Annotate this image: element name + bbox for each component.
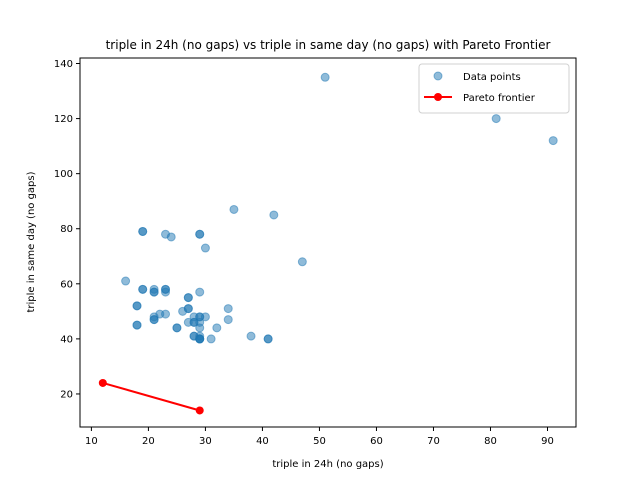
data-point — [212, 323, 222, 333]
data-point — [297, 257, 307, 267]
data-point — [491, 114, 501, 124]
x-tick-label: 60 — [370, 436, 383, 447]
y-tick-label: 20 — [60, 389, 73, 400]
data-point — [132, 301, 142, 311]
x-axis: 10 20 30 40 50 60 70 80 90 — [85, 427, 554, 447]
y-tick-label: 140 — [54, 59, 73, 70]
data-point — [166, 232, 176, 242]
x-tick-label: 70 — [427, 436, 440, 447]
legend-frame — [418, 63, 570, 114]
pareto-frontier-line — [102, 381, 200, 412]
y-tick-label: 100 — [54, 169, 73, 180]
y-tick-label: 60 — [60, 279, 73, 290]
data-point — [195, 229, 205, 239]
plot-area — [79, 57, 577, 428]
legend-label-data-points: Data points — [463, 72, 521, 83]
legend-marker-pareto-frontier — [434, 93, 442, 101]
data-point — [149, 315, 159, 325]
data-point — [246, 331, 256, 341]
frontier-layer — [98, 378, 204, 415]
data-point — [138, 226, 148, 236]
data-point — [320, 72, 330, 82]
data-point — [229, 204, 239, 214]
data-point — [178, 306, 188, 316]
x-tick-label: 40 — [256, 436, 269, 447]
y-tick-label: 40 — [60, 334, 73, 345]
data-point — [138, 284, 148, 294]
y-tick-label: 80 — [60, 224, 73, 235]
x-axis-label: triple in 24h (no gaps) — [272, 459, 383, 470]
x-tick-label: 90 — [541, 436, 554, 447]
data-point — [183, 293, 193, 303]
legend-marker-data-points — [433, 71, 443, 81]
legend: Data points Pareto frontier — [418, 63, 570, 114]
data-point — [269, 210, 279, 220]
data-point — [195, 287, 205, 297]
data-point — [200, 312, 210, 322]
x-tick-label: 20 — [142, 436, 155, 447]
data-point — [195, 323, 205, 333]
legend-label-pareto-frontier: Pareto frontier — [463, 93, 536, 104]
data-point — [548, 136, 558, 146]
data-point — [161, 309, 171, 319]
y-tick-label: 120 — [54, 114, 73, 125]
y-axis-label: triple in same day (no gaps) — [26, 171, 37, 312]
data-point — [206, 334, 216, 344]
data-point — [121, 276, 131, 286]
chart-title: triple in 24h (no gaps) vs triple in sam… — [106, 38, 551, 52]
x-tick-label: 80 — [484, 436, 497, 447]
data-point — [161, 287, 171, 297]
data-point — [223, 315, 233, 325]
data-point — [223, 304, 233, 314]
data-point — [195, 334, 205, 344]
data-point — [263, 334, 273, 344]
pareto-frontier-point — [195, 406, 204, 415]
x-tick-label: 30 — [199, 436, 212, 447]
y-axis: 20 40 60 80 100 120 140 — [54, 59, 80, 400]
x-tick-label: 50 — [313, 436, 326, 447]
data-point — [149, 287, 159, 297]
scatter-layer — [121, 72, 558, 344]
pareto-frontier-point — [98, 378, 107, 387]
data-point — [132, 320, 142, 330]
x-tick-label: 10 — [85, 436, 98, 447]
data-point — [200, 243, 210, 253]
data-point — [172, 323, 182, 333]
